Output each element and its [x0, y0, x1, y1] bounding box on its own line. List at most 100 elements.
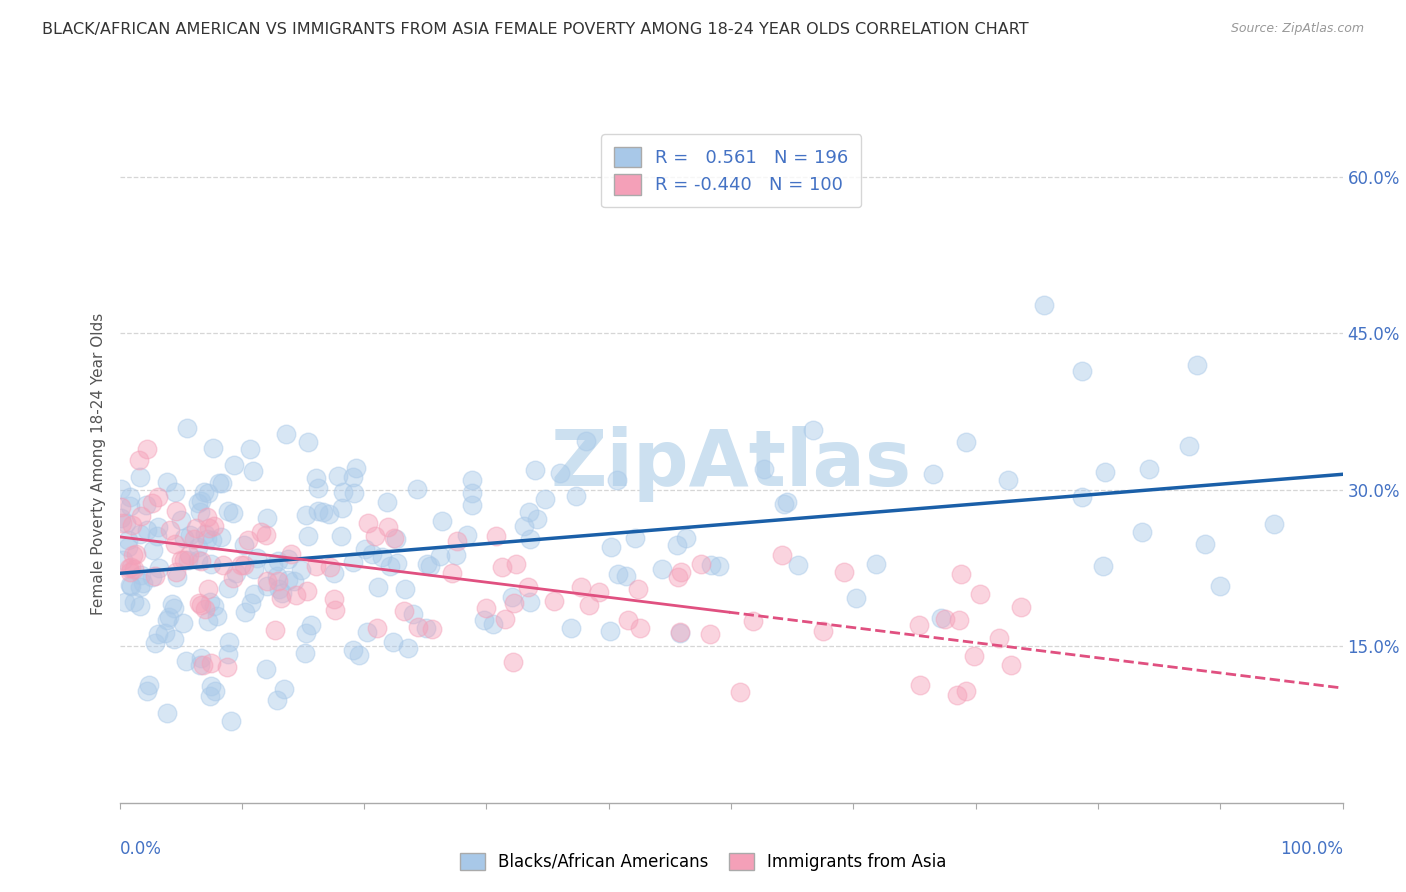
Point	[187, 496, 209, 510]
Point	[565, 489, 588, 503]
Point	[475, 601, 498, 615]
Point	[128, 599, 150, 613]
Point	[304, 558, 326, 573]
Point	[406, 620, 429, 634]
Point	[197, 485, 219, 500]
Point	[118, 490, 141, 504]
Point	[460, 486, 482, 500]
Point	[560, 621, 582, 635]
Point	[202, 441, 225, 455]
Point	[118, 561, 141, 575]
Point	[195, 510, 218, 524]
Point	[239, 442, 262, 456]
Point	[689, 557, 711, 571]
Point	[1091, 558, 1114, 573]
Point	[700, 558, 723, 573]
Point	[419, 558, 441, 573]
Point	[173, 532, 195, 546]
Point	[969, 587, 991, 601]
Point	[616, 613, 638, 627]
Point	[290, 563, 312, 577]
Point	[277, 573, 299, 587]
Point	[363, 529, 385, 543]
Point	[131, 508, 153, 523]
Point	[165, 565, 187, 579]
Point	[482, 617, 505, 632]
Point	[699, 626, 721, 640]
Point	[502, 596, 524, 610]
Point	[148, 560, 170, 574]
Point	[342, 643, 364, 657]
Point	[297, 583, 319, 598]
Point	[1000, 658, 1022, 673]
Text: ZipAtlas: ZipAtlas	[551, 425, 911, 502]
Point	[461, 498, 484, 512]
Point	[382, 635, 405, 649]
Point	[250, 525, 273, 540]
Point	[472, 613, 495, 627]
Text: BLACK/AFRICAN AMERICAN VS IMMIGRANTS FROM ASIA FEMALE POVERTY AMONG 18-24 YEAR O: BLACK/AFRICAN AMERICAN VS IMMIGRANTS FRO…	[42, 22, 1029, 37]
Point	[146, 627, 169, 641]
Point	[121, 518, 143, 533]
Point	[120, 559, 142, 574]
Point	[165, 537, 187, 551]
Point	[222, 571, 245, 585]
Point	[534, 491, 557, 506]
Point	[910, 678, 932, 692]
Point	[429, 549, 451, 564]
Point	[517, 580, 540, 594]
Point	[197, 614, 219, 628]
Point	[136, 442, 159, 457]
Point	[231, 558, 253, 572]
Point	[218, 634, 240, 648]
Point	[543, 594, 565, 608]
Point	[946, 688, 969, 702]
Point	[172, 615, 194, 630]
Point	[190, 554, 212, 568]
Point	[526, 511, 548, 525]
Point	[211, 558, 233, 572]
Point	[491, 559, 513, 574]
Point	[188, 596, 211, 610]
Text: 100.0%: 100.0%	[1279, 840, 1343, 858]
Point	[141, 496, 163, 510]
Point	[332, 484, 354, 499]
Point	[354, 542, 377, 557]
Point	[176, 421, 198, 435]
Point	[222, 506, 245, 520]
Point	[752, 462, 775, 476]
Point	[141, 570, 163, 584]
Point	[908, 617, 931, 632]
Point	[266, 554, 288, 568]
Point	[297, 529, 319, 543]
Point	[197, 582, 219, 596]
Point	[201, 533, 224, 547]
Point	[319, 560, 342, 574]
Point	[243, 561, 266, 575]
Point	[578, 598, 600, 612]
Point	[988, 631, 1011, 645]
Point	[270, 585, 292, 599]
Point	[675, 531, 697, 545]
Point	[948, 613, 970, 627]
Point	[129, 470, 152, 484]
Point	[132, 575, 155, 590]
Point	[112, 553, 135, 567]
Point	[772, 497, 794, 511]
Point	[342, 486, 364, 500]
Point	[865, 557, 887, 571]
Point	[575, 434, 598, 449]
Point	[236, 533, 259, 548]
Point	[415, 621, 437, 635]
Point	[1070, 364, 1092, 378]
Point	[922, 467, 945, 481]
Point	[1263, 517, 1285, 532]
Point	[342, 555, 364, 569]
Point	[446, 548, 468, 562]
Point	[342, 470, 364, 484]
Point	[776, 495, 799, 509]
Point	[997, 473, 1019, 487]
Point	[217, 648, 239, 662]
Point	[1177, 439, 1199, 453]
Text: Source: ZipAtlas.com: Source: ZipAtlas.com	[1230, 22, 1364, 36]
